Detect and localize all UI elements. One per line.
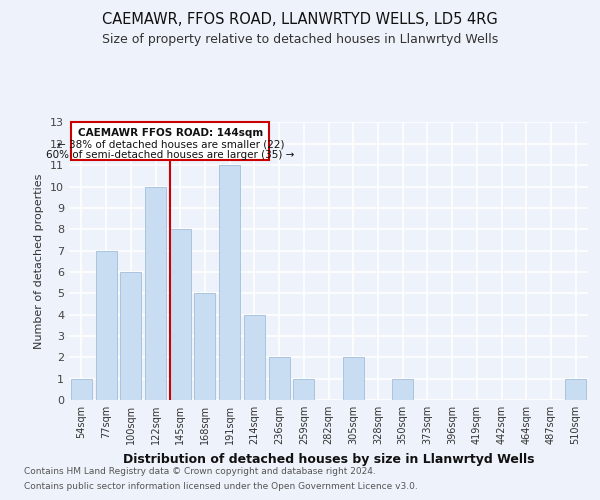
Text: CAEMAWR, FFOS ROAD, LLANWRTYD WELLS, LD5 4RG: CAEMAWR, FFOS ROAD, LLANWRTYD WELLS, LD5… bbox=[102, 12, 498, 28]
Bar bbox=[145, 186, 166, 400]
Text: Size of property relative to detached houses in Llanwrtyd Wells: Size of property relative to detached ho… bbox=[102, 32, 498, 46]
Bar bbox=[293, 378, 314, 400]
Bar bbox=[244, 314, 265, 400]
Bar bbox=[392, 378, 413, 400]
Text: ← 38% of detached houses are smaller (22): ← 38% of detached houses are smaller (22… bbox=[56, 139, 284, 149]
Text: Contains public sector information licensed under the Open Government Licence v3: Contains public sector information licen… bbox=[24, 482, 418, 491]
Bar bbox=[194, 294, 215, 400]
Y-axis label: Number of detached properties: Number of detached properties bbox=[34, 174, 44, 349]
Bar bbox=[565, 378, 586, 400]
Bar bbox=[71, 378, 92, 400]
Bar bbox=[269, 358, 290, 400]
Bar bbox=[219, 165, 240, 400]
Bar bbox=[95, 250, 116, 400]
Text: CAEMAWR FFOS ROAD: 144sqm: CAEMAWR FFOS ROAD: 144sqm bbox=[78, 128, 263, 138]
Bar bbox=[343, 358, 364, 400]
FancyBboxPatch shape bbox=[71, 122, 269, 160]
Bar bbox=[120, 272, 141, 400]
Bar bbox=[170, 229, 191, 400]
Text: 60% of semi-detached houses are larger (35) →: 60% of semi-detached houses are larger (… bbox=[46, 150, 295, 160]
Text: Contains HM Land Registry data © Crown copyright and database right 2024.: Contains HM Land Registry data © Crown c… bbox=[24, 467, 376, 476]
X-axis label: Distribution of detached houses by size in Llanwrtyd Wells: Distribution of detached houses by size … bbox=[123, 452, 534, 466]
